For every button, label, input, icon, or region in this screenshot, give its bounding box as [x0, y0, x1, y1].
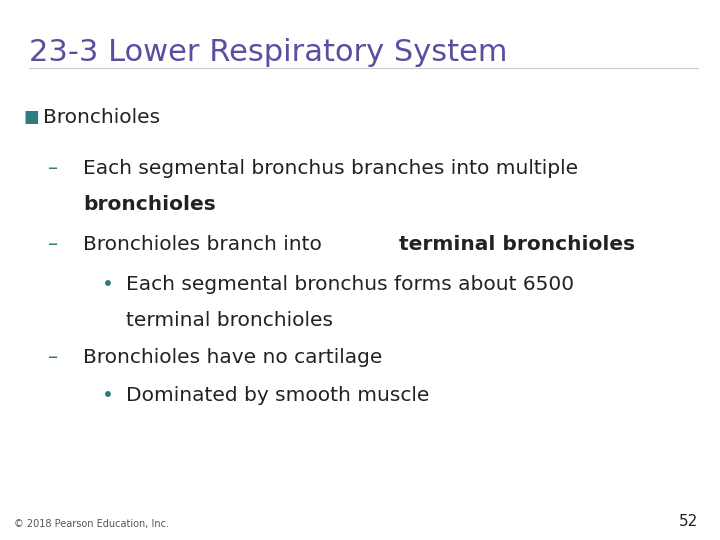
Text: Each segmental bronchus branches into multiple: Each segmental bronchus branches into mu…	[83, 159, 578, 178]
Text: terminal bronchioles: terminal bronchioles	[126, 310, 333, 329]
Text: © 2018 Pearson Education, Inc.: © 2018 Pearson Education, Inc.	[14, 519, 169, 529]
Text: •: •	[102, 275, 114, 294]
Text: 23-3 Lower Respiratory System: 23-3 Lower Respiratory System	[29, 38, 508, 67]
Text: Dominated by smooth muscle: Dominated by smooth muscle	[126, 386, 429, 405]
Text: Each segmental bronchus forms about 6500: Each segmental bronchus forms about 6500	[126, 275, 574, 294]
Text: •: •	[102, 386, 114, 405]
Text: ■: ■	[23, 108, 39, 126]
Text: 52: 52	[679, 514, 698, 529]
Text: –: –	[48, 235, 58, 254]
Text: Bronchioles branch into: Bronchioles branch into	[83, 235, 328, 254]
Text: Bronchioles: Bronchioles	[43, 108, 161, 127]
Text: Bronchioles have no cartilage: Bronchioles have no cartilage	[83, 348, 382, 367]
Text: –: –	[48, 348, 58, 367]
Text: terminal bronchioles: terminal bronchioles	[400, 235, 635, 254]
Text: bronchioles: bronchioles	[83, 195, 215, 214]
Text: –: –	[48, 159, 58, 178]
